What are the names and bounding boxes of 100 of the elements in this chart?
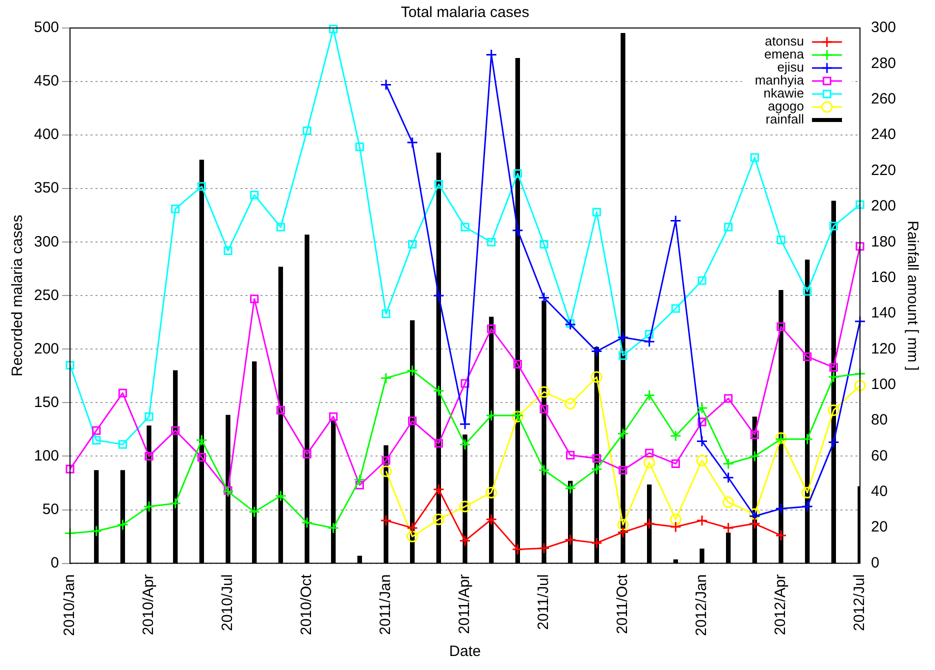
x-tick-label: 2011/Jul <box>535 574 552 630</box>
x-tick-label: 2011/Oct <box>614 573 632 634</box>
y-tick-label: 200 <box>34 340 60 358</box>
point <box>513 169 522 178</box>
x-tick-label: 2012/Apr <box>772 574 790 636</box>
point <box>434 180 443 189</box>
legend-label: atonsu <box>764 34 804 49</box>
point <box>698 418 706 426</box>
point <box>748 518 760 530</box>
point <box>538 464 550 476</box>
x-tick-label: 2010/Oct <box>298 573 316 636</box>
point <box>829 222 838 230</box>
point <box>143 500 155 512</box>
point <box>250 294 259 304</box>
point <box>856 200 864 209</box>
point <box>66 360 74 370</box>
legend-label: agogo <box>768 98 804 114</box>
point <box>302 126 312 136</box>
point <box>222 486 234 498</box>
point <box>803 287 812 296</box>
point <box>513 360 522 368</box>
point <box>196 434 208 446</box>
point <box>564 482 576 494</box>
point <box>644 456 656 468</box>
x-tick-label: 2012/Jan <box>693 574 710 636</box>
point <box>540 404 548 414</box>
point <box>486 410 498 422</box>
point <box>92 436 101 444</box>
y2-tick-label: 140 <box>870 304 896 322</box>
point <box>406 522 418 534</box>
point <box>802 433 814 445</box>
point <box>803 352 812 361</box>
point <box>406 136 418 148</box>
point <box>408 416 417 426</box>
point <box>802 486 814 498</box>
point <box>592 454 601 463</box>
point <box>92 426 101 435</box>
point <box>301 516 313 528</box>
point <box>722 472 734 484</box>
point <box>775 502 787 514</box>
y2-tick-label: 240 <box>870 126 896 144</box>
y2-tick-label: 160 <box>870 268 896 286</box>
point <box>276 222 285 232</box>
point <box>487 238 496 246</box>
y-tick-label: 400 <box>34 126 60 144</box>
point <box>116 518 128 530</box>
point <box>802 500 814 512</box>
x-axis-title: Date <box>449 643 481 660</box>
y2-tick-label: 100 <box>870 376 896 393</box>
point <box>776 322 786 331</box>
point <box>670 521 682 533</box>
chart-title: Total malaria cases <box>400 4 530 22</box>
y-tick-label: 250 <box>34 286 60 304</box>
y2-tick-label: 120 <box>870 340 896 358</box>
point <box>722 458 734 470</box>
point <box>750 153 759 162</box>
point <box>355 142 364 152</box>
x-tick-label: 2010/Jan <box>61 574 78 636</box>
point <box>380 514 392 526</box>
point <box>432 484 444 496</box>
y-tick-label: 50 <box>42 500 60 518</box>
point <box>382 310 390 318</box>
x-tick-label: 2010/Apr <box>140 574 158 636</box>
point <box>540 240 548 249</box>
point <box>590 463 602 475</box>
point <box>66 464 74 474</box>
point <box>329 24 338 34</box>
point <box>432 385 444 397</box>
point <box>590 371 602 383</box>
point <box>144 452 154 461</box>
point <box>590 346 602 358</box>
point <box>828 404 840 416</box>
point <box>302 450 312 458</box>
point <box>171 426 180 435</box>
x-tick-label: 2011/Apr <box>456 574 474 634</box>
y-tick-label: 450 <box>34 72 60 90</box>
point <box>698 276 706 285</box>
point <box>724 222 733 232</box>
point <box>828 436 840 448</box>
point <box>459 535 471 547</box>
point <box>644 389 656 401</box>
point <box>564 534 576 546</box>
point <box>538 386 550 398</box>
point <box>617 526 629 538</box>
point <box>854 316 866 328</box>
point <box>406 530 418 542</box>
y2-tick-label: 260 <box>870 90 896 108</box>
y-tick-label: 300 <box>34 233 60 250</box>
y2-tick-label: 20 <box>870 518 888 536</box>
point <box>538 542 550 554</box>
y2-tick-label: 60 <box>870 447 888 464</box>
y-tick-label: 350 <box>34 180 60 197</box>
legend-label: emena <box>764 46 805 62</box>
point <box>829 363 838 372</box>
point <box>406 364 418 376</box>
point <box>696 435 708 447</box>
point <box>854 368 866 380</box>
y-tick-label: 100 <box>34 447 60 464</box>
y2-axis-title: Rainfall amount [ mm ] <box>904 220 921 371</box>
point <box>328 522 340 534</box>
